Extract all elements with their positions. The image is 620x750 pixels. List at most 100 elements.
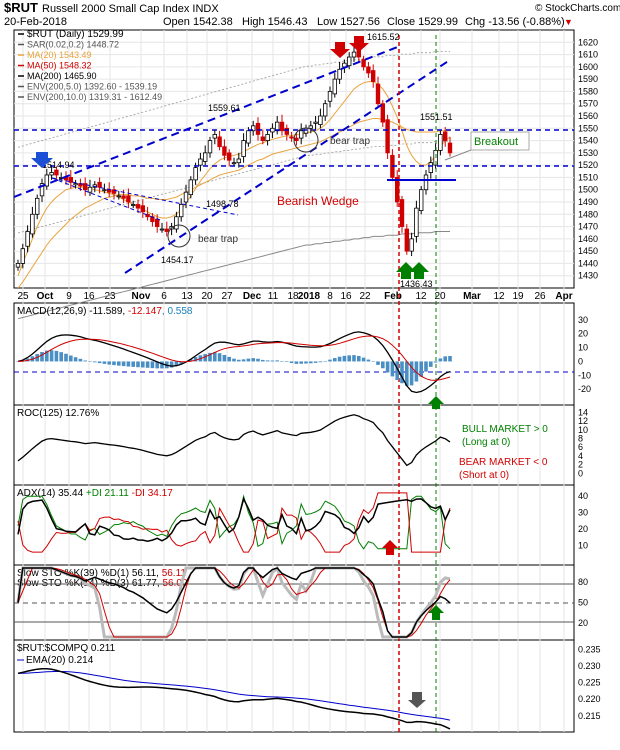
bear-market-label: BEAR MARKET < 0 — [459, 457, 548, 468]
x-tick-label: Nov — [132, 291, 151, 302]
candle-body — [35, 197, 40, 215]
candle-body — [438, 134, 443, 151]
green-up-arrow-icon-sto — [428, 605, 444, 620]
candle-body — [236, 158, 241, 164]
macd-histogram-bar — [227, 356, 231, 362]
price-tick-label: 1430 — [578, 271, 598, 281]
axis-tick-label: 30 — [578, 508, 588, 518]
relative-axis: 0.215 0.220 0.225 0.230 0.235 — [578, 645, 601, 721]
candle-body — [298, 130, 304, 139]
macd-histogram-bar — [136, 361, 140, 368]
axis-tick-label: 10 — [578, 425, 588, 435]
macd-histogram-bar — [270, 360, 275, 362]
roc-line — [17, 414, 451, 467]
macd-signal — [17, 335, 451, 381]
macd-histogram-bar — [337, 356, 342, 362]
legend-item: MA(200) 1465.90 — [27, 71, 97, 81]
macd-histogram-bar — [376, 361, 380, 365]
bear-trap-circle-1 — [293, 127, 319, 153]
macd-histogram-bar — [69, 355, 73, 362]
axis-tick-label: 8 — [578, 433, 583, 443]
breakout-label: Breakout — [474, 136, 518, 148]
symbol-title: $RUT — [4, 0, 38, 15]
macd-histogram-bar — [179, 361, 183, 364]
adx-minus-di-line — [17, 492, 451, 553]
candle-body — [130, 204, 136, 206]
candle-body — [140, 205, 145, 213]
bull-market-label: BULL MARKET > 0 — [462, 424, 548, 435]
price-tick-label: 1540 — [578, 136, 598, 146]
red-down-arrow-icon-1 — [330, 42, 350, 58]
axis-tick-label: -20 — [578, 384, 591, 394]
x-tick-label: 12 — [415, 291, 427, 302]
sto-k14-line — [16, 565, 451, 639]
macd-histogram-bar — [59, 352, 63, 362]
price-tick-label: 1570 — [578, 99, 598, 109]
candle-body — [351, 51, 357, 58]
header-open: Open 1542.38 — [163, 16, 233, 28]
candle-body — [447, 142, 453, 154]
ma50-line — [17, 118, 450, 289]
macd-histogram-bar — [414, 361, 419, 382]
envelope-lines — [17, 51, 450, 234]
price-tick-label: 1620 — [578, 37, 598, 47]
candle-body — [154, 218, 160, 227]
envelope-line — [17, 51, 450, 148]
candle-body — [370, 70, 376, 82]
macd-histogram-bar — [400, 361, 404, 384]
green-up-arrow-icon-1 — [396, 262, 416, 279]
price-tick-label: 1590 — [578, 74, 598, 84]
macd-histogram-bar — [285, 361, 289, 363]
x-tick-label: 2018 — [298, 291, 321, 302]
candle-body — [270, 127, 275, 133]
macd-histogram-bar — [217, 353, 222, 362]
candle-body — [25, 231, 30, 247]
macd-histogram-bar — [102, 361, 107, 364]
macd-histogram-bar — [121, 361, 126, 367]
sto-title-1: Slow STO %K(39) %D(1) 56.11, 56.11 — [17, 568, 186, 579]
macd-histogram-bar — [361, 357, 366, 362]
adx-title-a: ADX(14) 35.44 — [17, 488, 84, 499]
bear-market-note: (Short at 0) — [459, 470, 509, 481]
macd-histogram-bar — [241, 359, 246, 362]
macd-histogram-bar — [438, 358, 443, 362]
axis-tick-label: 30 — [578, 315, 588, 325]
macd-histogram-bar — [117, 361, 121, 366]
macd-title-a: MACD(12,26,9) -11.589, — [17, 306, 128, 317]
price-tick-label: 1550 — [578, 123, 598, 133]
price-tick-label: 1440 — [578, 258, 598, 268]
macd-histogram-bar — [107, 361, 111, 365]
macd-histogram-bar — [150, 361, 155, 369]
macd-histogram-bar — [352, 355, 356, 362]
macd-histogram-bar — [265, 360, 270, 362]
price-tick-label: 1460 — [578, 234, 598, 244]
candle-body — [241, 140, 246, 157]
macd-histogram-bar — [443, 356, 447, 362]
symbol-name: Russell 2000 Small Cap Index INDX — [42, 3, 219, 15]
candle-body — [337, 68, 342, 80]
price-tick-label: 1560 — [578, 111, 598, 121]
candle-body — [366, 66, 371, 74]
down-triangle-icon: ▼ — [564, 17, 573, 27]
candle-body — [404, 228, 409, 252]
x-tick-label: Feb — [384, 291, 402, 302]
x-tick-label: 22 — [359, 291, 371, 302]
candle-body — [423, 174, 429, 191]
macd-histogram-bar — [313, 361, 318, 363]
candle-body — [202, 152, 208, 162]
candle-body — [212, 134, 217, 139]
macd-histogram-bar — [189, 359, 193, 362]
wedge-overlay — [13, 35, 574, 732]
price-annotations: Bearish Wedge bear trap bear trap Breako… — [31, 32, 518, 289]
candle-body — [231, 162, 237, 165]
candle-body — [289, 136, 294, 139]
candle-body — [255, 122, 261, 135]
x-tick-label: Oct — [37, 291, 54, 302]
axis-tick-label: 0.235 — [578, 645, 601, 655]
macd-histogram-bar — [433, 361, 438, 363]
relative-content: $RUT:$COMPQ 0.211 EMA(20) 0.214 0.2150.2… — [17, 643, 601, 730]
axis-tick-label: 50 — [578, 598, 588, 608]
candle-body — [294, 137, 299, 141]
